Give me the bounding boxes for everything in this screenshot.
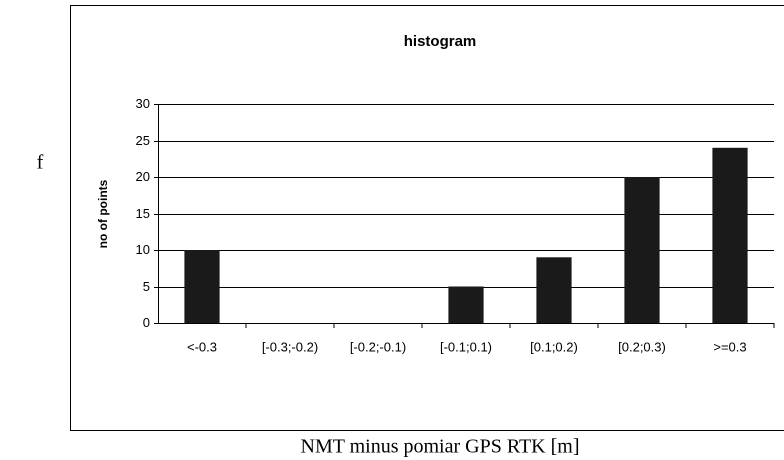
annotation: f bbox=[37, 152, 44, 174]
y-tick-label: 10 bbox=[136, 242, 150, 257]
bar bbox=[712, 147, 748, 323]
bar bbox=[184, 250, 220, 323]
x-tick-label: [0.2;0.3) bbox=[618, 339, 666, 354]
x-tick-label: [-0.1;0.1) bbox=[440, 339, 492, 354]
x-tick-label: >=0.3 bbox=[713, 339, 746, 354]
bar bbox=[448, 286, 484, 323]
y-tick-label: 25 bbox=[136, 133, 150, 148]
x-tick-label: [-0.3;-0.2) bbox=[262, 339, 318, 354]
y-tick-label: 5 bbox=[143, 279, 150, 294]
y-tick-label: 30 bbox=[136, 96, 150, 111]
bar bbox=[624, 177, 660, 323]
x-tick-label: [-0.2;-0.1) bbox=[350, 339, 406, 354]
y-tick-label: 15 bbox=[136, 206, 150, 221]
chart-title: histogram bbox=[404, 33, 477, 50]
bar bbox=[536, 257, 572, 323]
x-tick-label: <-0.3 bbox=[187, 339, 217, 354]
chart-frame bbox=[70, 5, 784, 431]
x-axis-label: NMT minus pomiar GPS RTK [m] bbox=[301, 436, 580, 458]
y-tick-label: 0 bbox=[143, 315, 150, 330]
y-axis-label: no of points bbox=[96, 179, 110, 248]
y-tick-label: 20 bbox=[136, 169, 150, 184]
x-tick-label: [0.1;0.2) bbox=[530, 339, 578, 354]
